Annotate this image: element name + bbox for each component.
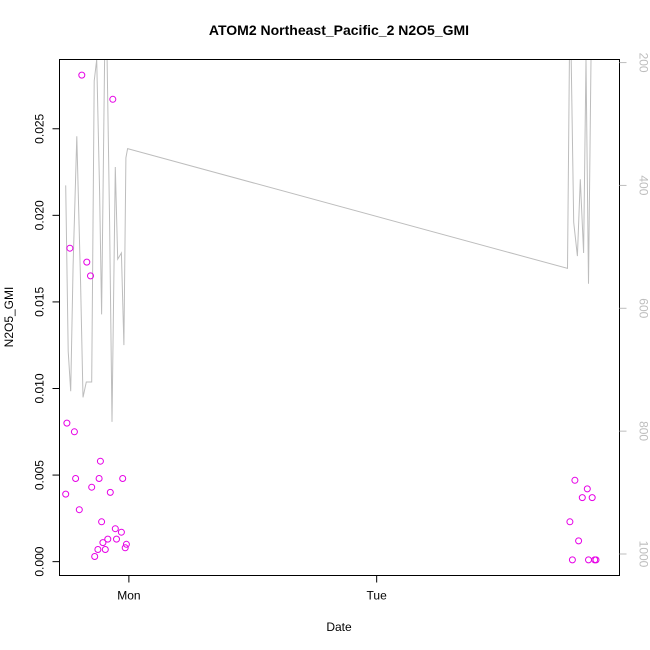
data-point [117, 528, 125, 536]
y-tick-label: 0.000 [33, 546, 47, 576]
data-point [94, 546, 102, 553]
y2-tick-label: 200 [637, 53, 650, 73]
y-tick-label: 0.020 [33, 200, 47, 230]
chart-title: ATOM2 Northeast_Pacific_2 N2O5_GMI [209, 22, 469, 38]
data-point [101, 546, 109, 553]
data-point [578, 494, 586, 502]
y-tick-label: 0.025 [33, 113, 47, 143]
data-point [83, 258, 91, 266]
data-point [566, 518, 574, 526]
data-point [72, 475, 80, 482]
x-axis-label: Date [326, 620, 352, 634]
data-point [78, 71, 86, 79]
y2-tick-label: 1000 [637, 541, 650, 568]
y-axis-label: N2O5_GMI [2, 287, 16, 348]
pressure-line [65, 59, 595, 422]
data-point [119, 475, 127, 482]
data-point [66, 244, 74, 252]
y2-tick-label: 800 [637, 421, 650, 441]
data-point [96, 457, 104, 465]
data-point [122, 540, 130, 548]
data-point [109, 95, 117, 103]
data-point [88, 483, 96, 491]
data-point [63, 419, 71, 427]
data-point [585, 556, 592, 564]
data-points-layer [62, 71, 600, 564]
data-point [95, 475, 103, 482]
x-axis: Mon Tue [117, 575, 388, 603]
y-axis-right: 200 400 600 800 1000 [619, 53, 650, 568]
data-point [75, 506, 83, 514]
x-tick-label: Tue [367, 589, 388, 603]
x-tick-label: Mon [117, 589, 140, 603]
data-point [99, 539, 107, 547]
data-point [113, 535, 120, 543]
y-tick-label: 0.005 [33, 460, 47, 490]
y2-tick-label: 400 [637, 175, 650, 195]
data-point [575, 537, 583, 545]
data-point [571, 476, 579, 484]
data-point [121, 544, 129, 552]
data-point [62, 490, 70, 498]
y-axis-left: 0.000 0.005 0.010 0.015 0.020 0.025 [33, 113, 60, 577]
y-tick-label: 0.010 [33, 373, 47, 403]
data-point [111, 525, 119, 533]
data-point [87, 272, 94, 280]
data-point [98, 518, 106, 526]
data-point [104, 535, 112, 543]
data-point [106, 488, 114, 496]
data-point [91, 553, 99, 560]
data-point [568, 556, 576, 564]
data-point [592, 556, 600, 564]
data-point [70, 428, 78, 436]
data-point [583, 485, 591, 493]
plot-frame [59, 59, 620, 576]
y-tick-label: 0.015 [33, 287, 47, 317]
pressure-line-layer [65, 59, 595, 422]
data-point [588, 494, 596, 502]
y2-tick-label: 600 [637, 298, 650, 318]
